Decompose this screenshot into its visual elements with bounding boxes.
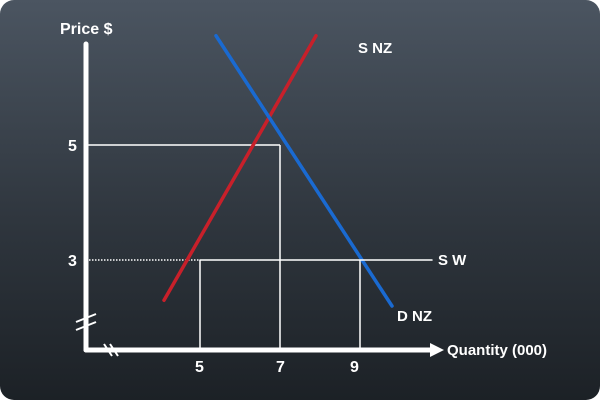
series-label-d-nz: D NZ bbox=[397, 308, 432, 325]
axes bbox=[75, 41, 444, 357]
y-axis-break bbox=[75, 313, 97, 331]
series-label-s-nz: S NZ bbox=[358, 40, 392, 57]
series-line-d-nz bbox=[214, 34, 394, 308]
y-tick-label-3: 3 bbox=[68, 253, 77, 270]
x-axis-label: Quantity (000) bbox=[447, 342, 547, 359]
x-axis-arrow bbox=[430, 343, 444, 357]
series-line-s-nz bbox=[162, 34, 318, 302]
y-tick-label-5: 5 bbox=[68, 138, 77, 155]
x-tick-label-5: 5 bbox=[195, 359, 204, 376]
x-tick-label-7: 7 bbox=[276, 359, 285, 376]
x-axis-break bbox=[103, 343, 119, 357]
guide-lines bbox=[86, 144, 361, 350]
series-label-s-w: S W bbox=[438, 252, 467, 269]
y-axis-label: Price $ bbox=[60, 21, 113, 38]
x-tick-label-9: 9 bbox=[350, 359, 359, 376]
series-lines bbox=[162, 34, 433, 308]
chart-labels: Price $ Quantity (000) 5 3 5 7 9 S NZ D … bbox=[60, 21, 547, 376]
